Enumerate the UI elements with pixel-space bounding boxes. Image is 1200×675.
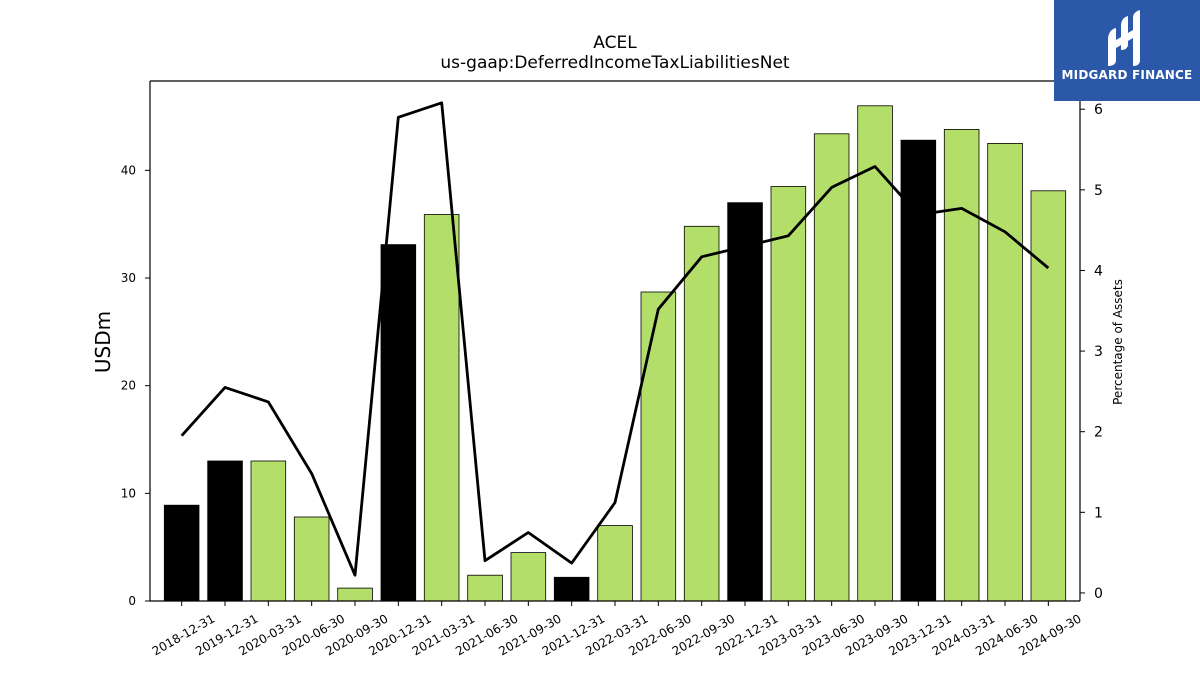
chart-subtitle: us-gaap:DeferredIncomeTaxLiabilitiesNet <box>440 53 790 73</box>
y2-tick-label: 4 <box>1094 263 1103 279</box>
logo-text: MIDGARD FINANCE <box>1061 68 1193 82</box>
logo-badge: MIDGARD FINANCE <box>1054 0 1200 101</box>
bar-2021-09-30 <box>510 552 547 602</box>
bar-2023-03-31 <box>770 186 807 602</box>
chart-title: ACEL <box>593 33 637 53</box>
midgard-logo-icon <box>1108 10 1140 66</box>
y-tick-label: 40 <box>121 163 136 177</box>
y2-tick-label: 3 <box>1094 344 1103 360</box>
bar-2024-06-30 <box>987 142 1023 602</box>
bar-2023-06-30 <box>813 133 850 602</box>
bar-2023-12-31 <box>900 139 937 602</box>
bar-2020-06-30 <box>293 516 330 602</box>
bars-group <box>163 105 1067 602</box>
y-tick-label: 20 <box>121 379 136 393</box>
bar-2022-09-30 <box>683 225 720 602</box>
y2-tick-label: 5 <box>1094 183 1103 199</box>
bar-2021-03-31 <box>423 214 460 602</box>
y-tick-label: 10 <box>121 486 136 500</box>
bar-2022-03-31 <box>597 525 633 602</box>
line-group <box>180 101 1050 577</box>
bar-2023-09-30 <box>857 105 893 602</box>
y-axis-label: USDm <box>91 311 115 373</box>
y2-tick-label: 1 <box>1094 505 1103 521</box>
bar-2022-12-31 <box>727 202 763 602</box>
bar-2022-06-30 <box>640 291 677 602</box>
bar-2020-09-30 <box>337 587 373 602</box>
y-tick-label: 30 <box>121 271 136 285</box>
bar-2024-03-31 <box>943 128 980 602</box>
y2-tick-label: 2 <box>1094 425 1103 441</box>
bar-2024-09-30 <box>1030 190 1067 602</box>
y2-tick-label: 0 <box>1094 586 1103 602</box>
bar-2020-03-31 <box>250 460 287 602</box>
bar-2021-12-31 <box>553 576 590 602</box>
y2-axis-label: Percentage of Assets <box>1111 279 1125 405</box>
bar-2020-12-31 <box>380 244 417 602</box>
percentage-line <box>180 101 1050 577</box>
y2-tick-label: 6 <box>1094 102 1103 118</box>
bar-2021-06-30 <box>467 574 503 602</box>
bar-2018-12-31 <box>163 504 200 602</box>
y-tick-label: 0 <box>128 594 136 608</box>
bar-2019-12-31 <box>207 460 243 602</box>
